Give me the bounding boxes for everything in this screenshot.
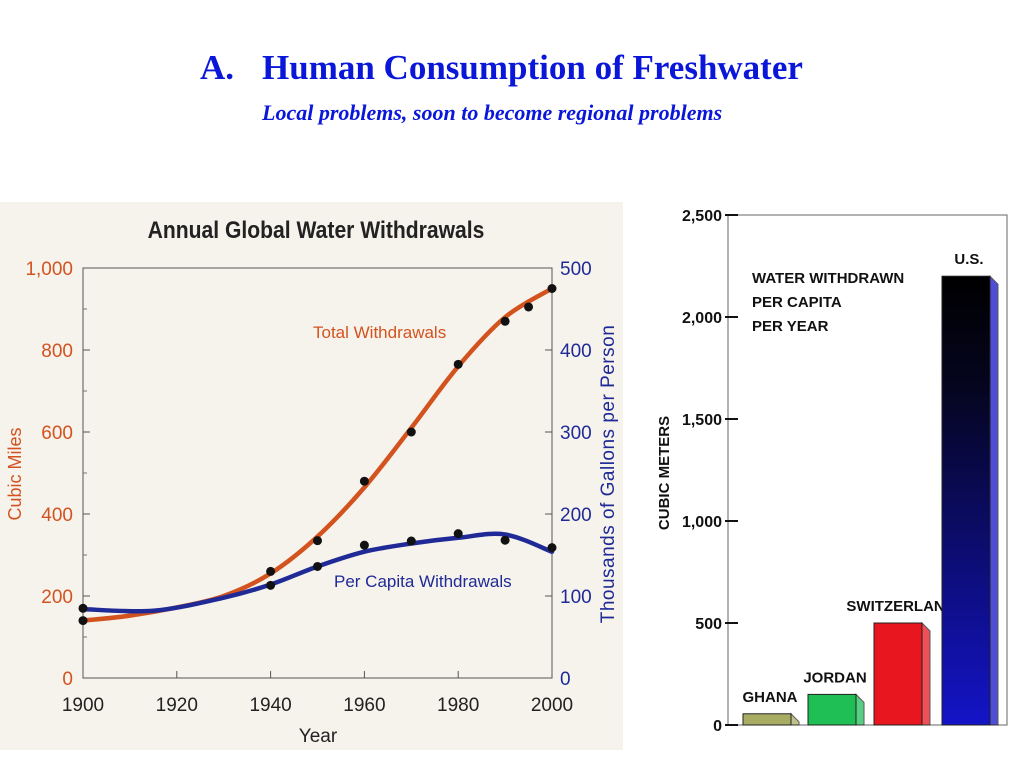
data-point-total <box>266 566 276 576</box>
bar-ghana <box>742 713 792 726</box>
y-tick-right-label: 0 <box>560 669 571 690</box>
bar-side-0 <box>790 712 800 726</box>
bar-side-2 <box>921 621 931 726</box>
data-point-total <box>524 302 534 312</box>
series-group <box>78 284 557 626</box>
bar-label: JORDAN <box>803 669 866 686</box>
x-axis-label: Year <box>299 726 338 747</box>
bar-jordan <box>807 693 857 726</box>
line-chart: Annual Global Water Withdrawals Cubic Mi… <box>5 217 619 747</box>
y-axis-label-right: Thousands of Gallons per Person <box>598 325 619 624</box>
series-label-per-capita: Per Capita Withdrawals <box>334 572 512 591</box>
bar-chart-title: WATER WITHDRAWN PER CAPITA PER YEAR <box>752 270 904 335</box>
y-tick-left-label: 800 <box>41 341 73 362</box>
bar-us <box>941 275 991 726</box>
data-point-total <box>547 284 557 293</box>
bar-label: SWITZERLAND <box>846 598 955 615</box>
x-tick-label: 1900 <box>62 695 104 716</box>
slide-subtitle: Local problems, soon to become regional … <box>262 100 723 125</box>
x-tick-label: 1940 <box>249 695 291 716</box>
data-point-total <box>359 476 369 486</box>
bar-y-tick-label: 2,500 <box>682 208 722 225</box>
slide-title-text: Human Consumption of Freshwater <box>262 48 803 87</box>
bar-y-tick-label: 1,000 <box>682 514 722 531</box>
y-tick-right-label: 400 <box>560 341 592 362</box>
y-tick-left-label: 600 <box>41 423 73 444</box>
bar-group: GHANA JORDAN SWITZERLAND U.S. <box>742 251 999 726</box>
data-point-per-capita <box>313 561 322 571</box>
data-point-per-capita <box>453 529 463 539</box>
series-line-per-capita <box>80 531 555 614</box>
bar-chart: CUBIC METERS WATER WITHDRAWN PER CAPITA … <box>656 208 1008 735</box>
tick-group: 0 200 400 600 800 1,000 0 100 200 300 400 500 1900 19… <box>25 259 591 716</box>
data-point-total <box>453 359 463 369</box>
data-point-per-capita <box>359 540 369 550</box>
data-point-total <box>313 536 322 546</box>
data-point-per-capita <box>500 535 510 545</box>
bar-chart-title-line-3: PER YEAR <box>752 318 829 335</box>
bar-label: GHANA <box>743 689 798 706</box>
bar-y-tick-label: 1,500 <box>682 412 722 429</box>
bar-y-tick-label: 0 <box>713 718 722 735</box>
bar-chart-title-line-2: PER CAPITA <box>752 294 842 311</box>
y-tick-right-label: 500 <box>560 259 592 280</box>
data-point-per-capita <box>266 580 276 590</box>
line-chart-panel <box>0 202 623 750</box>
y-tick-left-label: 1,000 <box>25 259 73 280</box>
bar-tick-group: 0 500 1,000 1,500 2,000 2,500 <box>682 208 738 735</box>
y-tick-left-label: 200 <box>41 587 73 608</box>
bar-plot-frame <box>727 214 1008 726</box>
y-tick-right-label: 300 <box>560 423 592 444</box>
data-point-total <box>78 616 88 626</box>
data-point-total <box>406 427 416 437</box>
bar-y-axis-label: CUBIC METERS <box>656 416 673 530</box>
bar-y-tick-label: 2,000 <box>682 310 722 327</box>
bar-chart-title-line-1: WATER WITHDRAWN <box>752 270 904 287</box>
line-chart-title: Annual Global Water Withdrawals <box>148 217 485 244</box>
bar-label: U.S. <box>954 251 983 268</box>
data-point-per-capita <box>547 543 557 553</box>
data-point-per-capita <box>406 536 416 546</box>
x-tick-label: 1920 <box>156 695 198 716</box>
bar-side-3 <box>989 274 999 726</box>
y-tick-left-label: 400 <box>41 505 73 526</box>
slide-title: A. Human Consumption of Freshwater <box>200 48 803 88</box>
slide-title-letter: A. <box>200 48 235 87</box>
bar-y-tick-label: 500 <box>695 616 722 633</box>
y-axis-label-left: Cubic Miles <box>5 427 25 520</box>
x-tick-label: 1980 <box>437 695 479 716</box>
bar-switzerland <box>873 622 923 726</box>
y-tick-left-label: 0 <box>62 669 73 690</box>
y-tick-right-label: 100 <box>560 587 592 608</box>
data-point-per-capita <box>78 603 88 613</box>
bar-side-1 <box>855 693 865 726</box>
x-tick-label: 1960 <box>343 695 385 716</box>
data-point-total <box>500 316 510 326</box>
y-tick-right-label: 200 <box>560 505 592 526</box>
series-label-total: Total Withdrawals <box>313 323 446 342</box>
x-tick-label: 2000 <box>531 695 573 716</box>
